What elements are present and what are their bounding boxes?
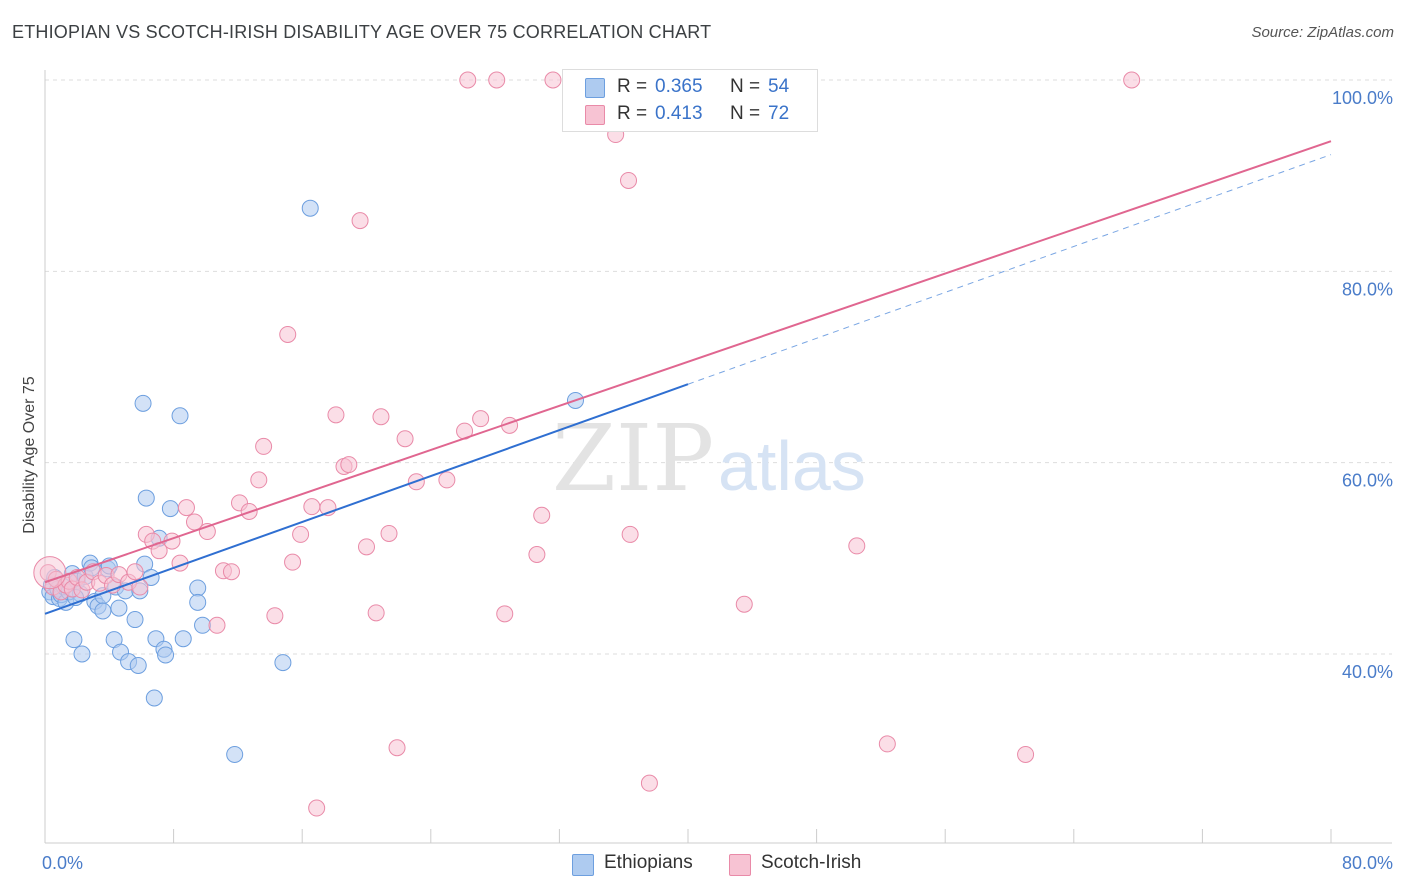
ethiopians-point: [171, 407, 189, 425]
ethiopians-point: [161, 500, 179, 518]
ethiopians-point: [157, 646, 175, 664]
scotch-irish-point: [640, 774, 658, 792]
scotch-irish-trend-line: [44, 140, 1332, 584]
bottom-legend-swatch-pink: [729, 854, 751, 876]
legend-r-label: R =: [617, 103, 648, 124]
legend-n-label: N =: [730, 76, 761, 97]
scotch-irish-point: [528, 546, 546, 564]
scotch-irish-point: [284, 553, 302, 571]
scotch-irish-point: [308, 799, 326, 817]
y-tick-label: 60.0%: [1342, 471, 1393, 491]
scotch-irish-point: [388, 739, 406, 757]
scotch-irish-point: [878, 735, 896, 753]
scotch-irish-point: [292, 525, 310, 543]
y-tick-label: 40.0%: [1342, 662, 1393, 682]
watermark-atlas: atlas: [718, 427, 866, 505]
scotch-irish-point: [266, 607, 284, 625]
ethiopians-point: [73, 645, 91, 663]
scotch-irish-point: [1017, 745, 1035, 763]
scotch-irish-point: [222, 563, 240, 581]
watermark-zip: ZIP: [552, 405, 714, 512]
chart-title: ETHIOPIAN VS SCOTCH-IRISH DISABILITY AGE…: [12, 22, 712, 42]
legend-n-value: 54: [768, 76, 790, 97]
legend-swatch-pink: [585, 105, 605, 125]
scotch-irish-point: [621, 525, 639, 543]
trend-lines: [44, 140, 1332, 615]
scotch-irish-point: [848, 537, 866, 555]
ethiopians-point: [94, 602, 112, 620]
watermark: ZIP atlas: [552, 405, 866, 512]
x-tick-label: 80.0%: [1342, 853, 1393, 873]
y-tick-label: 80.0%: [1342, 279, 1393, 299]
y-tick-label: 100.0%: [1332, 88, 1393, 108]
ethiopians-point: [174, 630, 192, 648]
scotch-irish-point: [208, 616, 226, 634]
legend-n-label: N =: [730, 103, 761, 124]
x-tick-label: 0.0%: [42, 853, 83, 873]
ethiopians-trend-line: [44, 383, 689, 615]
ethiopians-point: [129, 656, 147, 674]
scotch-irish-point: [620, 171, 638, 189]
axes-layer: [44, 70, 1392, 844]
scotch-irish-point: [33, 556, 67, 590]
scotch-irish-point: [126, 563, 144, 581]
scotch-irish-point: [1123, 71, 1141, 89]
scotch-irish-point: [380, 524, 398, 542]
legend-r-value: 0.365: [655, 76, 703, 97]
scotch-irish-point: [472, 410, 490, 428]
bottom-legend-swatch-blue: [572, 854, 594, 876]
ethiopians-trend-extension: [687, 154, 1332, 385]
ethiopians-point: [301, 199, 319, 217]
ethiopians-point: [145, 689, 163, 707]
axis-labels: 40.0% 60.0% 80.0% 100.0% 0.0% 80.0% Disability…: [21, 88, 1393, 873]
legend-r-label: R =: [617, 76, 648, 97]
scotch-irish-point: [735, 595, 753, 613]
scotch-irish-point: [459, 71, 477, 89]
scotch-irish-point: [488, 71, 506, 89]
ethiopians-points: [41, 71, 607, 763]
y-axis-title: Disability Age Over 75: [21, 376, 38, 534]
stats-legend: R = 0.365 N = 54 R = 0.413 N = 72: [562, 69, 818, 132]
ethiopians-point: [126, 611, 144, 629]
ethiopians-point: [226, 745, 244, 763]
scotch-irish-point: [340, 456, 358, 474]
bottom-legend-label: Scotch-Irish: [761, 852, 862, 873]
ethiopians-point: [65, 631, 83, 649]
scotch-irish-point: [496, 605, 514, 623]
scotch-irish-point: [351, 212, 369, 230]
grid-layer: [45, 79, 1392, 655]
scotch-irish-point: [279, 325, 297, 343]
ethiopians-point: [189, 579, 207, 597]
bottom-legend-label: Ethiopians: [604, 852, 693, 873]
scotch-irish-point: [533, 506, 551, 524]
scotch-irish-point: [327, 406, 345, 424]
scotch-irish-point: [396, 430, 414, 448]
ethiopians-point: [194, 616, 212, 634]
source-label: Source: ZipAtlas.com: [1251, 24, 1394, 41]
legend-r-value: 0.413: [655, 103, 703, 124]
scotch-irish-point: [358, 538, 375, 556]
legend-n-value: 72: [768, 103, 790, 124]
scotch-irish-point: [438, 471, 456, 489]
scotch-irish-points: [33, 71, 1141, 817]
scotch-irish-point: [177, 499, 195, 517]
scotch-irish-point: [303, 498, 321, 516]
ethiopians-point: [274, 654, 292, 672]
scotch-irish-point: [367, 604, 385, 622]
ethiopians-point: [137, 489, 155, 507]
ethiopians-point: [110, 599, 128, 617]
scotch-irish-point: [372, 408, 390, 426]
scotch-irish-point: [544, 71, 562, 89]
scotch-irish-point: [250, 471, 268, 489]
legend-swatch-blue: [585, 78, 605, 98]
ethiopians-point: [134, 394, 152, 412]
ethiopians-point: [189, 593, 207, 611]
scotch-irish-point: [255, 437, 273, 455]
